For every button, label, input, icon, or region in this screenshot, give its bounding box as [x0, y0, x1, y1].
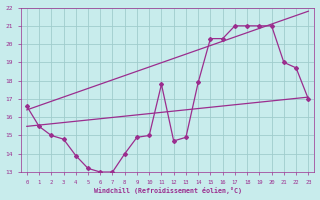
X-axis label: Windchill (Refroidissement éolien,°C): Windchill (Refroidissement éolien,°C) — [93, 187, 242, 194]
